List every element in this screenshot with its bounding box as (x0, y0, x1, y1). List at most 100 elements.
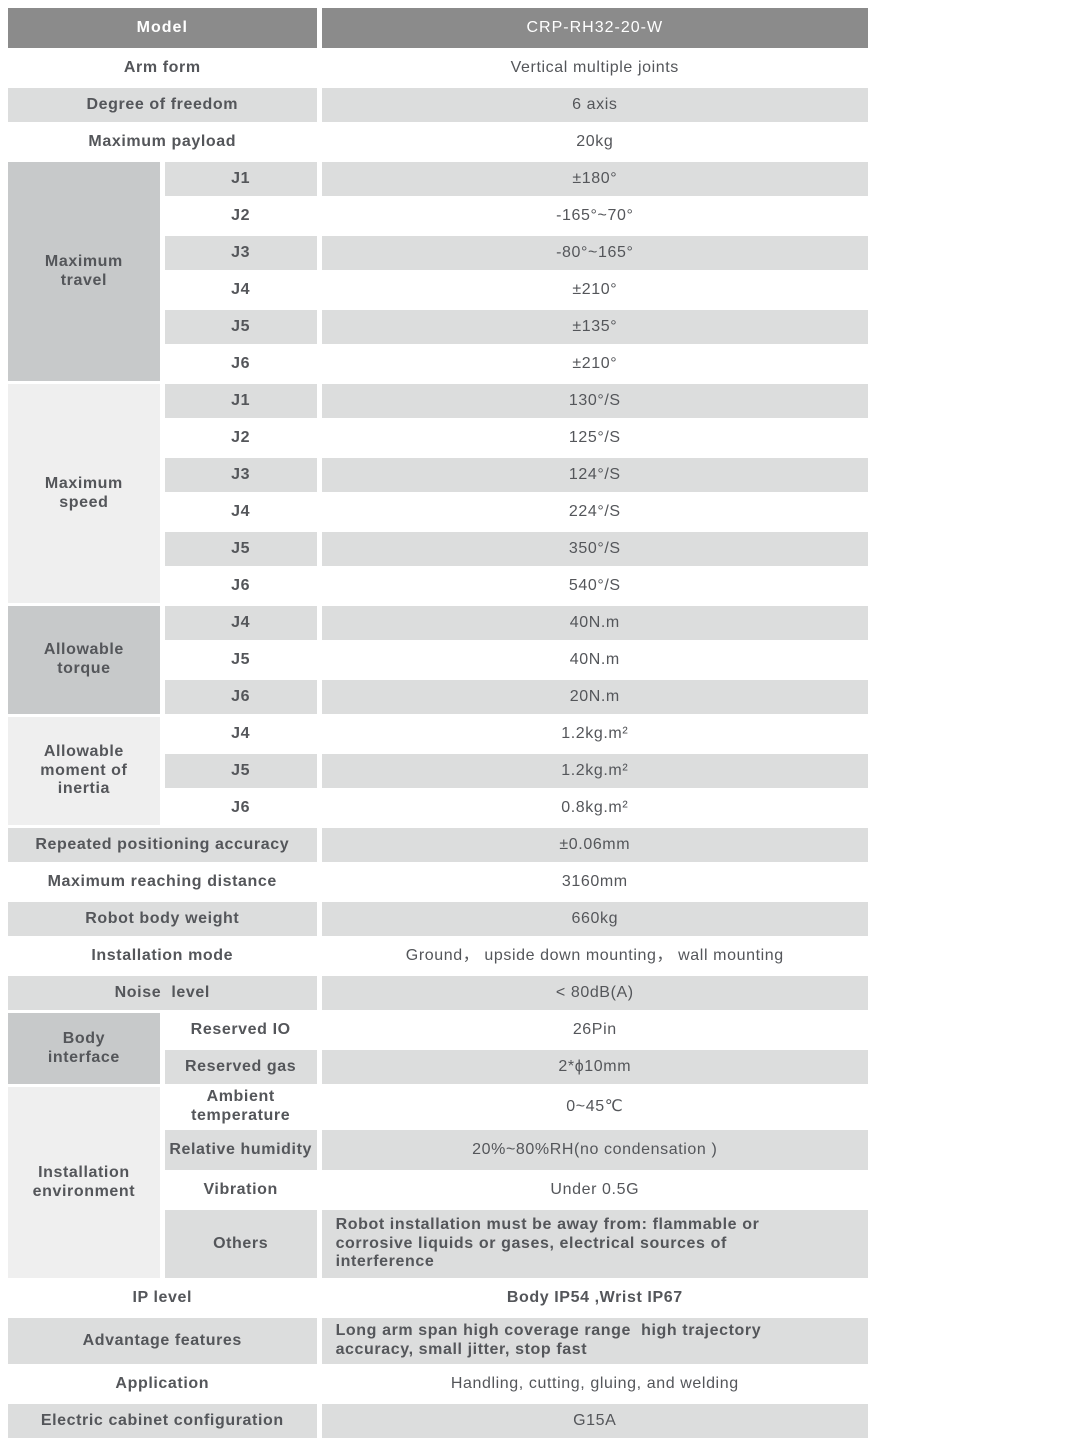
spec-row-vibration: Vibration Under 0.5G (8, 1173, 868, 1207)
sub-label-cell-reserved-gas-text: Reserved gas (185, 1057, 297, 1075)
spec-value-cell-j2: 125°/S (321, 421, 868, 455)
spec-value-cell-j6: ±210° (321, 347, 868, 381)
spec-row-advantage-features: Advantage features Long arm span high cov… (8, 1318, 868, 1364)
sub-label-cell-j5: J5 (164, 643, 317, 677)
spec-row-j6: J6 540°/S (8, 569, 868, 603)
sub-label-cell-j4: J4 (164, 717, 317, 751)
spec-row-j4: Allowable torque J4 40N.m (8, 606, 868, 714)
spec-value-cell-j4-text: 1.2kg.m² (561, 724, 629, 742)
spec-label-cell-repeated-positioning-accuracy: Repeated positioning accuracy (8, 828, 317, 862)
spec-value-cell-j2: -165°~70° (321, 199, 868, 233)
spec-value-cell-repeated-positioning-accuracy-text: ±0.06mm (559, 835, 631, 853)
spec-value-cell-vibration-text: Under 0.5G (550, 1180, 640, 1198)
spec-row-application: Application Handling, cutting, gluing, an… (8, 1367, 868, 1401)
spec-value-cell-ambient-temperature-text: 0~45℃ (566, 1097, 624, 1115)
spec-label-cell-advantage-features-text: Advantage features (82, 1331, 242, 1349)
model-value-cell: CRP-RH32-20-W (321, 8, 868, 48)
spec-value-cell-j6: 0.8kg.m² (321, 791, 868, 825)
spec-value-cell-j6-text: 540°/S (568, 576, 621, 594)
sub-label-cell-j3-text: J3 (231, 465, 251, 483)
spec-row-relative-humidity: Relative humidity 20%~80%RH(no condensati… (8, 1130, 868, 1170)
spec-value-cell-j4-text: 40N.m (569, 613, 620, 631)
spec-value-cell-j4: 40N.m (321, 606, 868, 640)
spec-row-robot-body-weight: Robot body weight 660kg (8, 902, 868, 936)
spec-row-j2: J2 -165°~70° (8, 199, 868, 233)
sub-label-cell-j4-text: J4 (231, 724, 251, 742)
spec-row-j3: J3 -80°~165° (8, 236, 868, 270)
sub-label-cell-j4-text: J4 (231, 280, 251, 298)
spec-row-reserved-io: Body interface Reserved IO 26Pin (8, 1013, 868, 1084)
model-value-cell-text: CRP-RH32-20-W (526, 18, 664, 36)
spec-row-others: Others Robot installation must be away fr… (8, 1210, 868, 1278)
sub-label-cell-j6-text: J6 (231, 687, 251, 705)
spec-row-j6: J6 20N.m (8, 680, 868, 714)
group-cell-body-interface-text: Body interface (47, 1029, 120, 1066)
spec-row-j4: Allowable moment of inertia J4 1.2kg.m² (8, 717, 868, 825)
spec-value-cell-reserved-gas: 2*ϕ10mm (321, 1050, 868, 1084)
spec-value-cell-j4: 1.2kg.m² (321, 717, 868, 751)
spec-value-cell-maximum-payload-text: 20kg (576, 132, 614, 150)
spec-row-electric-cabinet-configuration: Electric cabinet configuration G15A (8, 1404, 868, 1438)
spec-value-cell-others-text: Robot installation must be away from: fl… (335, 1215, 765, 1271)
sub-label-cell-j2: J2 (164, 421, 317, 455)
sub-label-cell-j5-text: J5 (231, 317, 251, 335)
spec-label-cell-arm-form: Arm form (8, 51, 317, 85)
spec-value-cell-installation-mode: Ground， upside down mounting， wall mount… (321, 939, 868, 973)
spec-label-cell-maximum-reaching-distance-text: Maximum reaching distance (47, 872, 277, 890)
spec-value-cell-others: Robot installation must be away from: fl… (321, 1210, 868, 1278)
spec-label-cell-advantage-features: Advantage features (8, 1318, 317, 1364)
spec-value-cell-application: Handling, cutting, gluing, and welding (321, 1367, 868, 1401)
group-cell-allowable-moment-of-inertia-text: Allowable moment of inertia (40, 742, 133, 798)
sub-label-cell-relative-humidity-text: Relative humidity (169, 1140, 313, 1158)
spec-row-j2: J2 125°/S (8, 421, 868, 455)
spec-value-cell-j6-text: 20N.m (569, 687, 620, 705)
group-cell-installation-environment: Installation environment (8, 1087, 160, 1278)
sub-label-cell-reserved-io: Reserved IO (164, 1013, 317, 1047)
sub-label-cell-reserved-gas: Reserved gas (164, 1050, 317, 1084)
spec-label-cell-degree-of-freedom: Degree of freedom (8, 88, 317, 122)
spec-value-cell-j5-text: 350°/S (568, 539, 621, 557)
spec-value-cell-j6: 20N.m (321, 680, 868, 714)
spec-value-cell-maximum-reaching-distance-text: 3160mm (561, 872, 628, 890)
sub-label-cell-j4: J4 (164, 273, 317, 307)
sub-label-cell-j3: J3 (164, 236, 317, 270)
sub-label-cell-j5-text: J5 (231, 650, 251, 668)
spec-label-cell-ip-level-text: IP level (132, 1288, 193, 1306)
spec-value-cell-j1: 130°/S (321, 384, 868, 418)
spec-table-body: Model CRP-RH32-20-W Arm form Vertical multi… (8, 8, 868, 1438)
spec-label-cell-application: Application (8, 1367, 317, 1401)
spec-row-j6: J6 0.8kg.m² (8, 791, 868, 825)
spec-value-cell-noise-level: < 80dB(A) (321, 976, 868, 1010)
sub-label-cell-reserved-io-text: Reserved IO (190, 1020, 291, 1038)
spec-value-cell-j4: ±210° (321, 273, 868, 307)
sub-label-cell-j1-text: J1 (231, 169, 251, 187)
spec-label-cell-maximum-reaching-distance: Maximum reaching distance (8, 865, 317, 899)
spec-label-cell-noise-level: Noise level (8, 976, 317, 1010)
spec-value-cell-j3: 124°/S (321, 458, 868, 492)
spec-row-ip-level: IP level Body IP54 ,Wrist IP67 (8, 1281, 868, 1315)
spec-row-installation-mode: Installation mode Ground， upside down mou… (8, 939, 868, 973)
sub-label-cell-j1-text: J1 (231, 391, 251, 409)
sub-label-cell-others: Others (164, 1210, 317, 1278)
spec-row-degree-of-freedom: Degree of freedom 6 axis (8, 88, 868, 122)
spec-row-ambient-temperature: Installation environment Ambient temperat… (8, 1087, 868, 1278)
spec-value-cell-repeated-positioning-accuracy: ±0.06mm (321, 828, 868, 862)
spec-row-noise-level: Noise level < 80dB(A) (8, 976, 868, 1010)
group-cell-maximum-speed-text: Maximum speed (44, 474, 128, 511)
sub-label-cell-vibration: Vibration (164, 1173, 317, 1207)
sub-label-cell-j4-text: J4 (231, 502, 251, 520)
spec-value-cell-electric-cabinet-configuration-text: G15A (573, 1411, 617, 1429)
sub-label-cell-others-text: Others (213, 1234, 269, 1252)
sub-label-cell-j1: J1 (164, 384, 317, 418)
spec-row-j1: Maximum speed J1 130°/S (8, 384, 868, 603)
spec-label-cell-degree-of-freedom-text: Degree of freedom (86, 95, 239, 113)
spec-label-cell-installation-mode: Installation mode (8, 939, 317, 973)
sub-label-cell-j6-text: J6 (231, 354, 251, 372)
group-cell-allowable-torque: Allowable torque (8, 606, 160, 714)
sub-label-cell-j5: J5 (164, 532, 317, 566)
spec-value-cell-j1: ±180° (321, 162, 868, 196)
spec-value-cell-reserved-io-text: 26Pin (572, 1020, 617, 1038)
spec-row-j5: J5 40N.m (8, 643, 868, 677)
spec-value-cell-degree-of-freedom: 6 axis (321, 88, 868, 122)
spec-value-cell-noise-level-text: < 80dB(A) (555, 983, 634, 1001)
